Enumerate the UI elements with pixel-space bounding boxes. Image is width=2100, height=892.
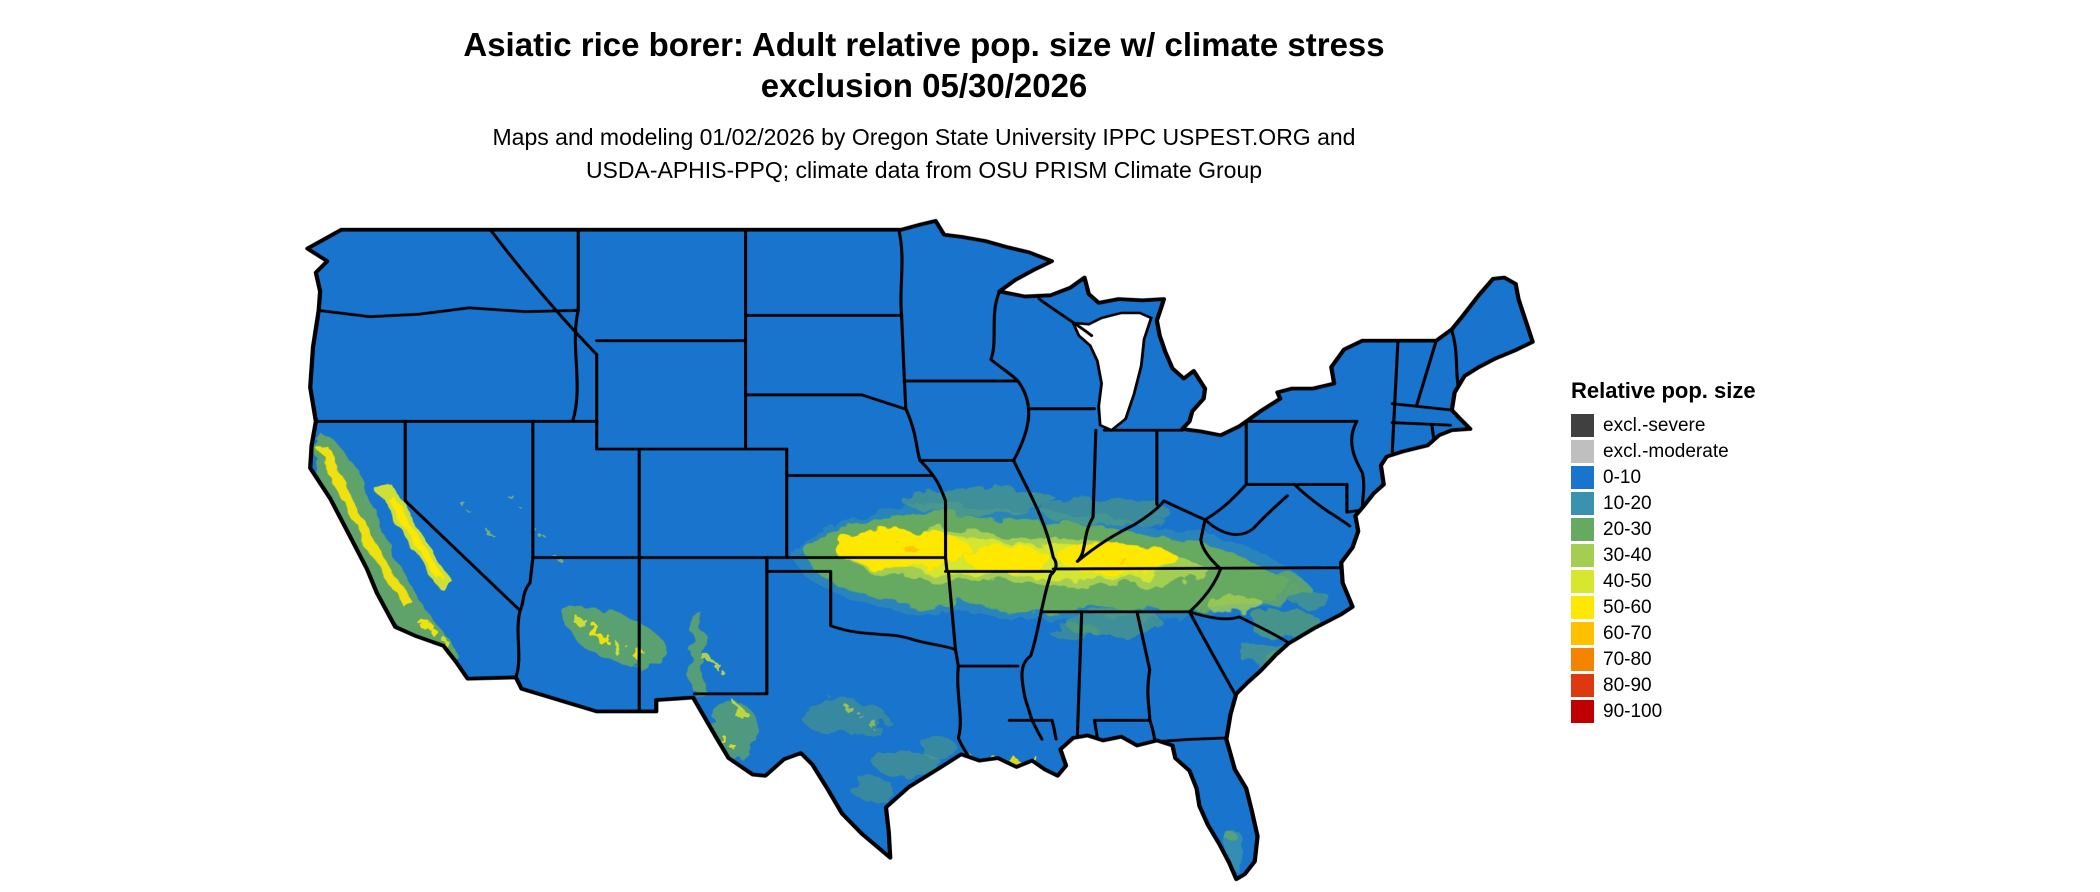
legend-item: 50-60 xyxy=(1571,596,1831,619)
legend-title: Relative pop. size xyxy=(1571,378,1756,403)
state-borders xyxy=(314,228,1461,760)
population-flecks xyxy=(420,494,1126,766)
legend-item-label: 70-80 xyxy=(1603,649,1652,670)
legend-item-label: 80-90 xyxy=(1603,675,1652,696)
subtitle-line2: USDA-APHIS-PPQ; climate data from OSU PR… xyxy=(585,157,1263,183)
legend-item-label: excl.-moderate xyxy=(1603,441,1729,462)
legend-item: 80-90 xyxy=(1571,674,1831,697)
legend-item: 70-80 xyxy=(1571,648,1831,671)
legend-item: 30-40 xyxy=(1571,544,1831,567)
legend-color-swatch xyxy=(1571,492,1594,515)
map-header: Asiatic rice borer: Adult relative pop. … xyxy=(98,24,1750,187)
legend-color-swatch xyxy=(1571,414,1594,437)
legend-item: 40-50 xyxy=(1571,570,1831,593)
legend-item: 0-10 xyxy=(1571,466,1831,489)
legend-color-swatch xyxy=(1571,440,1594,463)
legend-color-swatch xyxy=(1571,570,1594,593)
map-subtitle: Maps and modeling 01/02/2026 by Oregon S… xyxy=(98,121,1750,187)
legend-item-label: 10-20 xyxy=(1603,493,1652,514)
legend: Relative pop. size excl.-severe excl.-mo… xyxy=(1571,378,1831,726)
subtitle-line1: Maps and modeling 01/02/2026 by Oregon S… xyxy=(492,124,1356,150)
legend-item-label: 0-10 xyxy=(1603,467,1642,488)
legend-color-swatch xyxy=(1571,674,1594,697)
legend-item-label: 60-70 xyxy=(1603,623,1652,644)
legend-item: 10-20 xyxy=(1571,492,1831,515)
page-title-line1: Asiatic rice borer: Adult relative pop. … xyxy=(463,26,1385,63)
legend-color-swatch xyxy=(1571,648,1594,671)
legend-color-swatch xyxy=(1571,466,1594,489)
legend-item-label: 50-60 xyxy=(1603,597,1652,618)
legend-item: 90-100 xyxy=(1571,700,1831,723)
legend-item: excl.-severe xyxy=(1571,414,1831,437)
legend-item-label: 30-40 xyxy=(1603,545,1652,566)
legend-item: 60-70 xyxy=(1571,622,1831,645)
legend-item: excl.-moderate xyxy=(1571,440,1831,463)
legend-item-label: 40-50 xyxy=(1603,571,1652,592)
conus-map xyxy=(296,212,1544,888)
legend-item-label: excl.-severe xyxy=(1603,415,1706,436)
legend-item-label: 20-30 xyxy=(1603,519,1652,540)
us-outline xyxy=(305,218,1535,882)
legend-item: 20-30 xyxy=(1571,518,1831,541)
us-map-svg xyxy=(305,218,1535,882)
legend-color-swatch xyxy=(1571,700,1594,723)
legend-color-swatch xyxy=(1571,544,1594,567)
lake-michigan xyxy=(1070,311,1153,432)
page-title-line2: exclusion 05/30/2026 xyxy=(760,67,1088,104)
legend-item-label: 90-100 xyxy=(1603,701,1663,722)
legend-color-swatch xyxy=(1571,622,1594,645)
legend-items: excl.-severe excl.-moderate 0-10 10-20 2… xyxy=(1571,414,1831,723)
legend-color-swatch xyxy=(1571,518,1594,541)
legend-color-swatch xyxy=(1571,596,1594,619)
